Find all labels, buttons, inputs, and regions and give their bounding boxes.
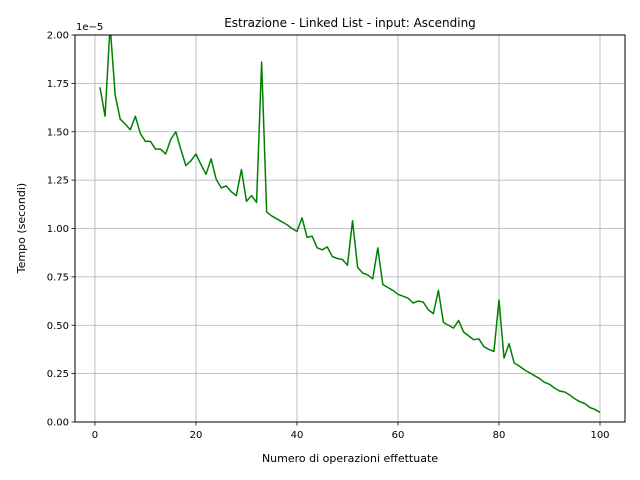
y-tick-label: 0.00: [47, 418, 69, 429]
x-axis-label: Numero di operazioni effettuate: [262, 452, 438, 465]
x-tick-label: 40: [291, 430, 304, 441]
chart-title: Estrazione - Linked List - input: Ascend…: [224, 16, 476, 30]
x-tick-label: 60: [392, 430, 405, 441]
y-tick-label: 1.00: [47, 224, 69, 235]
y-tick-label: 1.75: [47, 79, 69, 90]
y-axis-ticks: 0.00 0.25 0.50 0.75 1.00 1.25 1.50 1.75 2.00: [47, 31, 75, 429]
series-line: [99, 35, 601, 413]
y-tick-label: 1.50: [47, 127, 69, 138]
x-tick-label: 100: [590, 430, 609, 441]
plot-area: [99, 35, 601, 413]
grid: [75, 34, 625, 423]
y-axis-offset-label: 1e−5: [76, 22, 103, 33]
y-axis-label: Tempo (secondi): [15, 183, 28, 274]
x-tick-label: 80: [493, 430, 506, 441]
axes-frame: [74, 34, 626, 423]
x-tick-label: 0: [92, 430, 98, 441]
y-tick-label: 0.75: [47, 272, 69, 283]
x-tick-label: 20: [190, 430, 203, 441]
y-tick-label: 2.00: [47, 31, 69, 42]
x-axis-ticks: 0 20 40 60 80 100: [92, 422, 610, 441]
y-tick-label: 0.25: [47, 369, 69, 380]
y-tick-label: 1.25: [47, 176, 69, 187]
y-tick-label: 0.50: [47, 321, 69, 332]
